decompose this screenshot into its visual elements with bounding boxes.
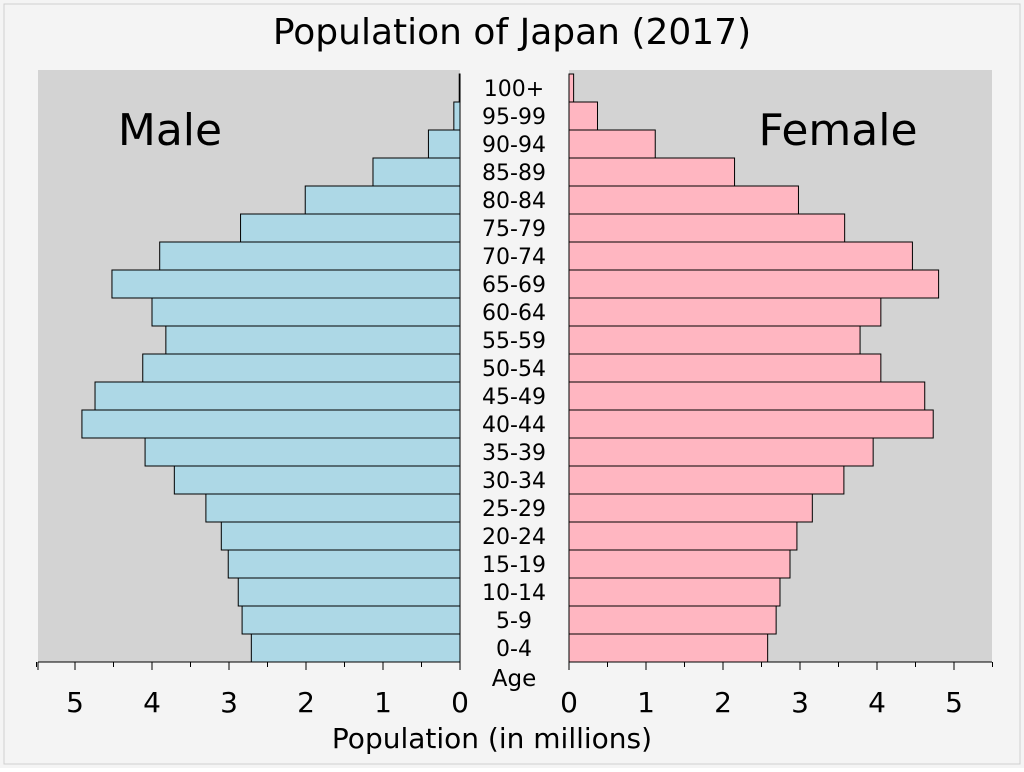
male-bar-0-4 — [250, 633, 461, 663]
female-x-tick-label: 4 — [868, 686, 886, 719]
male-x-tick-label: 3 — [220, 686, 238, 719]
female-bar-100+ — [568, 73, 575, 103]
age-label-20-24: 20-24 — [482, 525, 546, 550]
male-bar-95-99 — [453, 101, 461, 131]
female-bars — [568, 73, 940, 663]
age-label-45-49: 45-49 — [482, 385, 546, 410]
female-x-tick-label: 3 — [791, 686, 809, 719]
female-bar-20-24 — [568, 521, 798, 551]
female-bar-65-69 — [568, 269, 940, 299]
age-label-65-69: 65-69 — [482, 273, 546, 298]
female-bar-70-74 — [568, 241, 913, 271]
female-bar-15-19 — [568, 549, 791, 579]
female-bar-55-59 — [568, 325, 861, 355]
female-bar-75-79 — [568, 213, 846, 243]
male-bar-5-9 — [241, 605, 461, 635]
female-bar-90-94 — [568, 129, 656, 159]
male-bar-45-49 — [94, 381, 461, 411]
male-bar-100+ — [458, 73, 461, 103]
age-label-100+: 100+ — [484, 77, 544, 102]
male-bar-30-34 — [173, 465, 461, 495]
age-label-0-4: 0-4 — [496, 637, 532, 662]
age-label-85-89: 85-89 — [482, 161, 546, 186]
male-bar-65-69 — [111, 269, 461, 299]
male-bar-85-89 — [372, 157, 461, 187]
female-bar-95-99 — [568, 101, 598, 131]
male-bar-50-54 — [142, 353, 461, 383]
male-bar-35-39 — [144, 437, 461, 467]
male-series-label: Male — [118, 105, 222, 156]
female-bar-80-84 — [568, 185, 799, 215]
chart-frame — [3, 3, 1021, 765]
male-bar-20-24 — [220, 521, 461, 551]
male-bar-40-44 — [81, 409, 461, 439]
male-bar-75-79 — [240, 213, 461, 243]
male-x-tick-label: 1 — [374, 686, 392, 719]
age-label-95-99: 95-99 — [482, 105, 546, 130]
female-series-label: Female — [758, 105, 917, 156]
male-bar-25-29 — [205, 493, 461, 523]
age-label-70-74: 70-74 — [482, 245, 546, 270]
female-x-tick-label: 5 — [945, 686, 963, 719]
male-bar-70-74 — [159, 241, 461, 271]
female-bar-25-29 — [568, 493, 813, 523]
male-x-tick-label: 0 — [451, 686, 469, 719]
female-bar-0-4 — [568, 633, 769, 663]
female-x-axis: 0 1 2 3 4 5 — [560, 661, 993, 719]
age-label-5-9: 5-9 — [496, 609, 532, 634]
x-axis-label: Population (in millions) — [332, 722, 652, 755]
female-bar-60-64 — [568, 297, 882, 327]
age-label-30-34: 30-34 — [482, 469, 546, 494]
male-bar-15-19 — [227, 549, 461, 579]
age-axis-label: Age — [492, 666, 536, 692]
male-bar-55-59 — [165, 325, 461, 355]
age-label-40-44: 40-44 — [482, 413, 546, 438]
female-bar-45-49 — [568, 381, 926, 411]
chart-title: Population of Japan (2017) — [273, 12, 751, 53]
female-bar-40-44 — [568, 409, 934, 439]
male-x-tick-label: 2 — [297, 686, 315, 719]
female-bar-10-14 — [568, 577, 781, 607]
female-x-tick-label: 1 — [637, 686, 655, 719]
age-label-25-29: 25-29 — [482, 497, 546, 522]
age-label-90-94: 90-94 — [482, 133, 546, 158]
female-bar-50-54 — [568, 353, 882, 383]
female-bar-85-89 — [568, 157, 736, 187]
age-label-10-14: 10-14 — [482, 581, 546, 606]
male-bar-10-14 — [237, 577, 461, 607]
female-x-tick-label: 0 — [560, 686, 578, 719]
male-x-axis: 0 1 2 3 4 5 — [36, 661, 469, 719]
age-labels: 0-4 5-9 10-14 15-19 20-24 25-29 30-34 35-39 40-4… — [482, 77, 546, 662]
age-label-55-59: 55-59 — [482, 329, 546, 354]
age-label-75-79: 75-79 — [482, 217, 546, 242]
male-x-tick-label: 5 — [66, 686, 84, 719]
male-bar-90-94 — [427, 129, 461, 159]
age-label-35-39: 35-39 — [482, 441, 546, 466]
female-bar-5-9 — [568, 605, 777, 635]
male-bar-80-84 — [304, 185, 461, 215]
female-x-tick-label: 2 — [714, 686, 732, 719]
age-label-50-54: 50-54 — [482, 357, 546, 382]
male-bars — [81, 73, 461, 663]
male-x-tick-label: 4 — [143, 686, 161, 719]
age-label-60-64: 60-64 — [482, 301, 546, 326]
age-label-15-19: 15-19 — [482, 553, 546, 578]
female-bar-30-34 — [568, 465, 845, 495]
age-label-80-84: 80-84 — [482, 189, 546, 214]
female-bar-35-39 — [568, 437, 874, 467]
male-bar-60-64 — [151, 297, 461, 327]
